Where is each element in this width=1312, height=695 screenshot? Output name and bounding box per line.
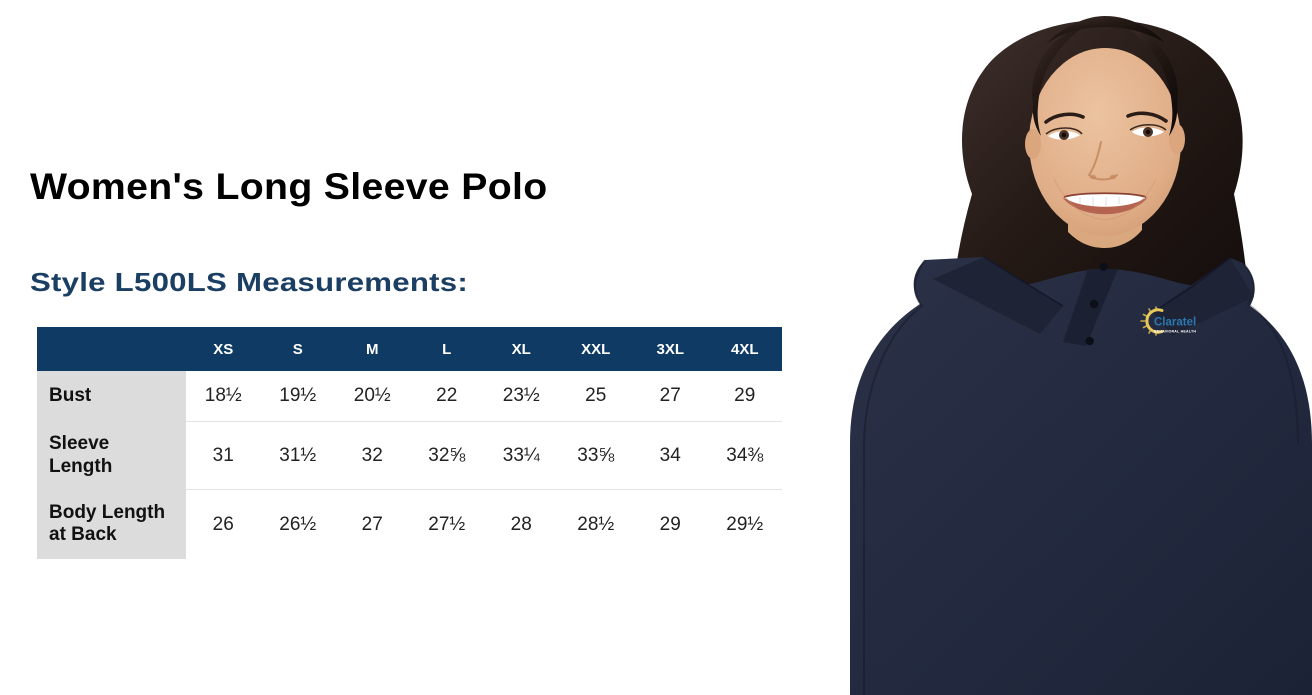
svg-text:BEHAVIORAL HEALTH: BEHAVIORAL HEALTH (1154, 330, 1196, 334)
svg-text:Claratel: Claratel (1154, 317, 1196, 329)
